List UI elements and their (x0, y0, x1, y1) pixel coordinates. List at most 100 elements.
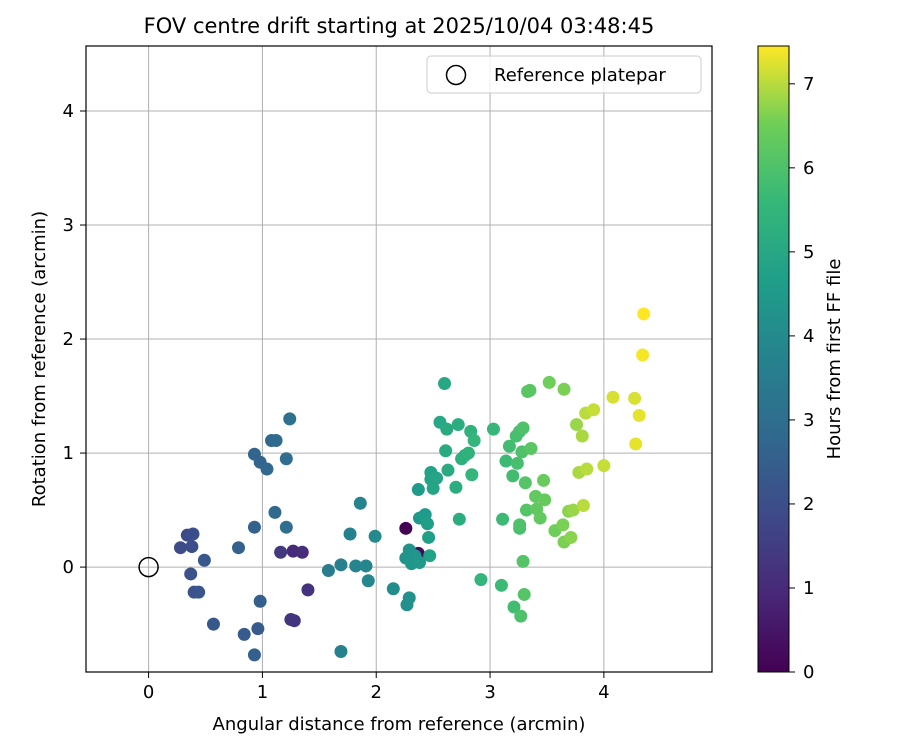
colorbar-tick-label: 2 (803, 494, 814, 515)
data-point (274, 545, 288, 559)
colorbar-gradient (757, 45, 790, 673)
data-point (412, 556, 426, 570)
x-axis-ticks: 0 1 2 3 4 (143, 672, 610, 703)
data-point (420, 517, 434, 531)
data-point (279, 520, 293, 534)
colorbar-tick-label: 6 (803, 158, 814, 179)
data-point (606, 390, 620, 404)
data-point (439, 444, 453, 458)
x-tick-label: 4 (598, 682, 609, 703)
x-tick-label: 1 (257, 682, 268, 703)
data-point (251, 622, 265, 636)
plot-frame (85, 45, 713, 673)
data-point (510, 456, 524, 470)
data-point (629, 437, 643, 451)
data-point (597, 459, 611, 473)
data-point (361, 574, 375, 588)
data-point (556, 518, 570, 532)
data-point (451, 418, 465, 432)
data-point (637, 307, 651, 321)
data-point (268, 505, 282, 519)
data-point (533, 511, 547, 525)
x-tick-label: 3 (484, 682, 495, 703)
data-point (523, 383, 537, 397)
data-point (474, 573, 488, 587)
colorbar-tick-label: 5 (803, 242, 814, 263)
data-point (269, 434, 283, 448)
data-point (449, 480, 463, 494)
colorbar-tick-label: 3 (803, 410, 814, 431)
data-point (516, 554, 530, 568)
data-point (438, 377, 452, 391)
data-point (499, 454, 513, 468)
data-point (359, 559, 373, 573)
data-point (184, 567, 198, 581)
data-point (422, 530, 436, 544)
data-point (566, 503, 580, 517)
data-point (506, 469, 520, 483)
data-point (321, 564, 335, 578)
data-point (279, 452, 293, 466)
data-point (461, 446, 475, 460)
data-point (513, 518, 527, 532)
y-axis-label: Rotation from reference (arcmin) (29, 211, 50, 507)
y-tick-label: 2 (63, 329, 74, 350)
data-points (173, 307, 651, 662)
data-point (575, 429, 589, 443)
data-point (353, 496, 367, 510)
y-tick-label: 4 (63, 101, 74, 122)
y-tick-label: 3 (63, 215, 74, 236)
data-point (295, 545, 309, 559)
data-point (570, 418, 584, 432)
data-point (516, 421, 530, 435)
legend-box (426, 55, 702, 94)
data-point (430, 471, 444, 485)
data-point (452, 512, 466, 526)
data-point (237, 627, 251, 641)
x-axis-label: Angular distance from reference (arcmin) (213, 714, 586, 735)
data-point (496, 512, 510, 526)
data-point (514, 609, 528, 623)
data-point (557, 382, 571, 396)
data-point (580, 462, 594, 476)
data-point (186, 527, 200, 541)
colorbar-tick-label: 0 (803, 662, 814, 683)
data-point (399, 521, 413, 535)
data-point (173, 541, 187, 555)
data-point (232, 541, 246, 555)
data-point (524, 442, 538, 456)
y-tick-label: 0 (63, 557, 74, 578)
data-point (283, 412, 297, 426)
data-point (440, 422, 454, 436)
data-point (247, 520, 261, 534)
data-point (494, 578, 508, 592)
data-point (636, 348, 650, 362)
y-tick-label: 1 (63, 443, 74, 464)
data-point (349, 559, 363, 573)
data-point (542, 375, 556, 389)
data-point (517, 587, 531, 601)
colorbar: 0 1 2 3 4 5 6 7 Hours from first FF file (757, 45, 845, 683)
data-point (507, 600, 521, 614)
data-point (423, 549, 437, 563)
colorbar-ticks: 0 1 2 3 4 5 6 7 (789, 74, 814, 683)
colorbar-tick-label: 4 (803, 326, 814, 347)
x-tick-label: 2 (371, 682, 382, 703)
data-point (343, 527, 357, 541)
data-point (564, 530, 578, 544)
data-point (465, 468, 479, 482)
reference-point (138, 556, 159, 578)
data-point (386, 582, 400, 596)
grid-lines (86, 46, 712, 672)
legend: Reference platepar (426, 55, 702, 94)
x-tick-label: 0 (143, 682, 154, 703)
data-point (301, 583, 315, 597)
legend-marker-icon (445, 64, 467, 86)
data-point (253, 594, 267, 608)
colorbar-label: Hours from first FF file (824, 259, 845, 460)
colorbar-tick-label: 7 (803, 74, 814, 95)
data-point (411, 483, 425, 497)
data-point (426, 481, 440, 495)
